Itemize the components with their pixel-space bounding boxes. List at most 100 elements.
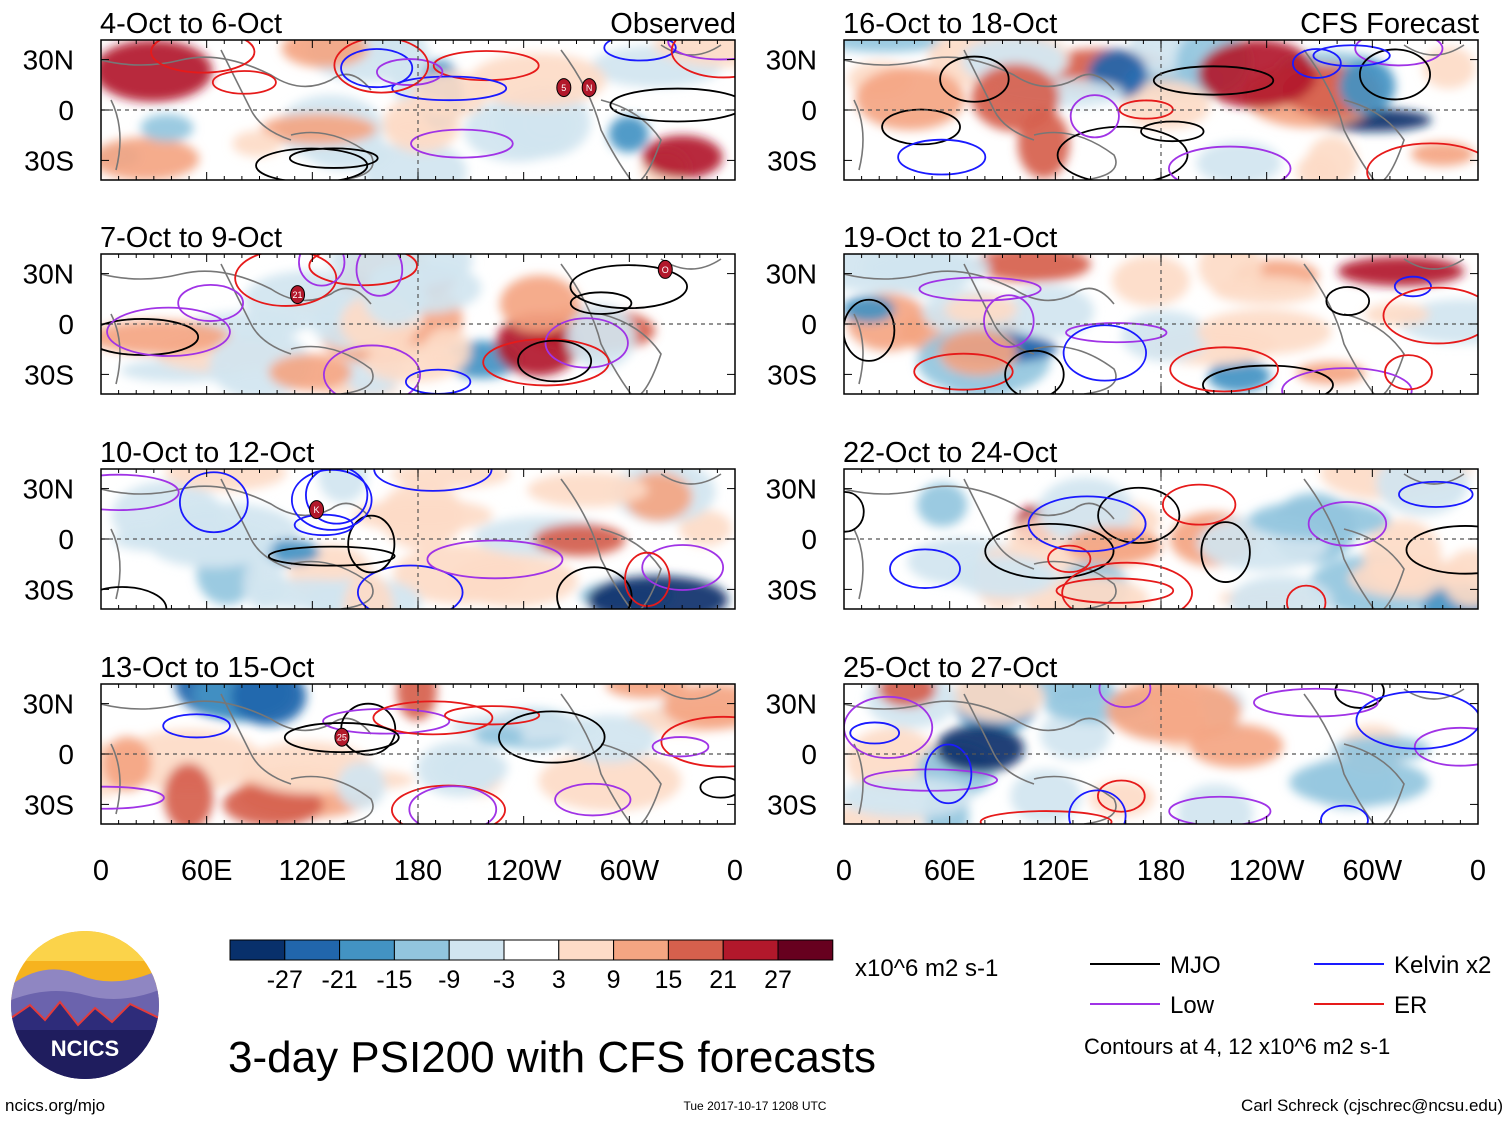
lat-label: 0: [801, 739, 817, 770]
positive-anomaly: [281, 40, 369, 68]
storm-label: O: [662, 265, 669, 275]
colorbar-swatch: [229, 939, 286, 961]
negative-anomaly: [1121, 310, 1210, 362]
panel-period: 10-Oct to 12-Oct: [100, 437, 314, 469]
storm-label: N: [586, 83, 593, 93]
contours: [150, 40, 735, 180]
negative-anomaly: [149, 521, 275, 568]
positive-anomaly: [268, 353, 352, 391]
colorbar-swatch: [503, 939, 560, 961]
footer-url[interactable]: ncics.org/mjo: [5, 1096, 105, 1115]
negative-anomaly: [260, 539, 320, 565]
positive-anomaly: [971, 63, 1060, 132]
map-panel: K 30N 0 30S 10-Oct to 12-Oct: [23, 437, 736, 610]
panel-period: 19-Oct to 21-Oct: [843, 222, 1057, 254]
positive-anomaly: [951, 684, 1044, 722]
positive-anomaly: [662, 684, 735, 730]
lat-label: 30S: [24, 145, 74, 176]
storm-marker: 5: [556, 78, 572, 98]
positive-anomaly: [1410, 141, 1475, 167]
coastlines: [101, 688, 722, 824]
coastlines: [844, 258, 1465, 394]
panel-period: 25-Oct to 27-Oct: [843, 652, 1057, 684]
colorbar-units: x10^6 m2 s-1: [855, 955, 998, 982]
positive-anomaly: [1363, 519, 1442, 591]
lat-label: 0: [58, 95, 74, 126]
lon-label: 180: [1137, 855, 1185, 887]
map-panel: 5 N 30N 0 30S 4-Oct to 6-Oct Observed: [23, 8, 736, 181]
positive-anomaly: [382, 96, 460, 153]
negative-anomaly: [464, 99, 572, 162]
legend-label: Low: [1170, 992, 1215, 1019]
contours: [844, 275, 1478, 394]
lat-label: 30N: [23, 45, 74, 76]
colorbar-tick: -3: [493, 966, 515, 994]
negative-anomaly: [1207, 360, 1271, 393]
positive-anomaly: [1065, 527, 1163, 565]
lon-label: 60E: [181, 855, 233, 887]
negative-anomaly: [1248, 500, 1391, 540]
lat-label: 30S: [767, 574, 817, 605]
positive-anomaly: [1198, 40, 1317, 109]
positive-anomaly: [642, 135, 723, 179]
negative-anomaly: [416, 741, 502, 797]
negative-anomaly: [140, 113, 194, 142]
lat-label: 30S: [767, 789, 817, 820]
negative-anomaly: [917, 482, 968, 527]
lon-label: 0: [93, 855, 109, 887]
positive-anomaly: [1442, 549, 1478, 608]
positive-anomaly: [533, 523, 626, 557]
lat-label: 30S: [24, 789, 74, 820]
colorbar-swatch: [667, 939, 724, 961]
map-panel: 30N 0 30S 19-Oct to 21-Oct: [766, 222, 1479, 395]
map-panel: 25 30N 0 30S 13-Oct to 15-Oct: [23, 652, 736, 825]
lon-label: 60W: [600, 855, 660, 887]
negative-anomaly: [1196, 141, 1282, 180]
positive-anomaly: [102, 736, 152, 792]
lat-label: 30N: [23, 689, 74, 720]
lon-label: 120E: [278, 855, 346, 887]
contours: [844, 480, 1478, 609]
lat-label: 30S: [24, 574, 74, 605]
lat-label: 30S: [767, 145, 817, 176]
positive-anomaly: [343, 573, 394, 609]
anomaly-shading: [844, 40, 1476, 180]
lat-label: 30N: [766, 689, 817, 720]
colorbar-swatch: [613, 939, 669, 961]
lat-label: 30N: [766, 45, 817, 76]
map-panel: 30N 0 30S 22-Oct to 24-Oct: [766, 437, 1479, 610]
lat-label: 30N: [766, 474, 817, 505]
negative-anomaly: [566, 304, 636, 369]
colorbar-swatch: [339, 939, 395, 961]
footer-author[interactable]: Carl Schreck (cjschrec@ncsu.edu): [1241, 1096, 1503, 1115]
positive-anomaly: [1112, 255, 1190, 306]
panel-period: 13-Oct to 15-Oct: [100, 652, 314, 684]
positive-anomaly: [232, 130, 282, 157]
contours: [844, 684, 1478, 824]
negative-anomaly: [1003, 284, 1095, 338]
negative-anomaly: [1338, 58, 1396, 114]
positive-anomaly: [1337, 256, 1465, 287]
negative-anomaly: [1333, 736, 1431, 763]
colorbar-tick: 15: [654, 966, 682, 994]
coastlines: [844, 44, 1465, 180]
contours: [881, 40, 1478, 180]
footer-timestamp: Tue 2017-10-17 1208 UTC: [684, 1099, 827, 1113]
lon-label: 60W: [1343, 855, 1403, 887]
storm-label: 5: [561, 83, 566, 93]
anomaly-shading: [101, 684, 735, 824]
colorbar: -27 -21 -15 -9 -3 3 9 15 21 27: [229, 939, 834, 994]
legend-note: Contours at 4, 12 x10^6 m2 s-1: [1084, 1034, 1390, 1059]
storm-marker: N: [581, 78, 597, 98]
positive-anomaly: [163, 763, 214, 824]
lat-label: 0: [801, 309, 817, 340]
positive-anomaly: [1198, 254, 1263, 295]
lon-label: 0: [1470, 855, 1486, 887]
lon-label: 0: [836, 855, 852, 887]
lat-label: 0: [801, 524, 817, 555]
legend-label: ER: [1394, 992, 1427, 1019]
negative-anomaly: [844, 40, 946, 53]
legend-label: MJO: [1170, 952, 1221, 979]
